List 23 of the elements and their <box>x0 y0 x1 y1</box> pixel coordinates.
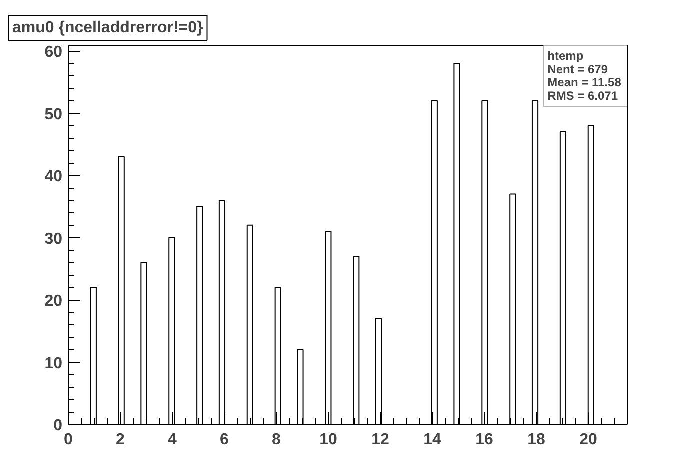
y-tick-label: 20 <box>44 293 63 310</box>
x-tick-label: 14 <box>424 432 442 448</box>
y-tick-label: 10 <box>44 355 63 372</box>
x-tick-label: 8 <box>272 432 282 448</box>
x-tick-label: 12 <box>372 432 390 448</box>
annotation: Nent = 679 <box>548 62 608 76</box>
annotation: RMS = 6.071 <box>548 88 618 103</box>
annotation: htemp <box>548 49 584 64</box>
x-tick-label: 16 <box>476 432 494 448</box>
x-tick-label: 2 <box>116 432 126 448</box>
x-tick-label: 6 <box>220 432 230 448</box>
x-tick-label: 18 <box>528 432 546 448</box>
chart-title: amu0 {ncelladdrerror!=0} <box>12 20 204 36</box>
y-tick-label: 40 <box>44 168 63 186</box>
y-tick-label: 50 <box>44 106 63 124</box>
annotation: Mean = 11.58 <box>548 76 622 90</box>
x-tick-label: 20 <box>580 432 598 448</box>
y-tick-label: 0 <box>54 418 63 434</box>
x-tick-label: 4 <box>168 432 178 448</box>
x-tick-label: 10 <box>320 432 338 448</box>
y-tick-label: 60 <box>44 44 63 62</box>
x-tick-label: 0 <box>64 432 74 448</box>
y-tick-label: 30 <box>44 230 63 248</box>
